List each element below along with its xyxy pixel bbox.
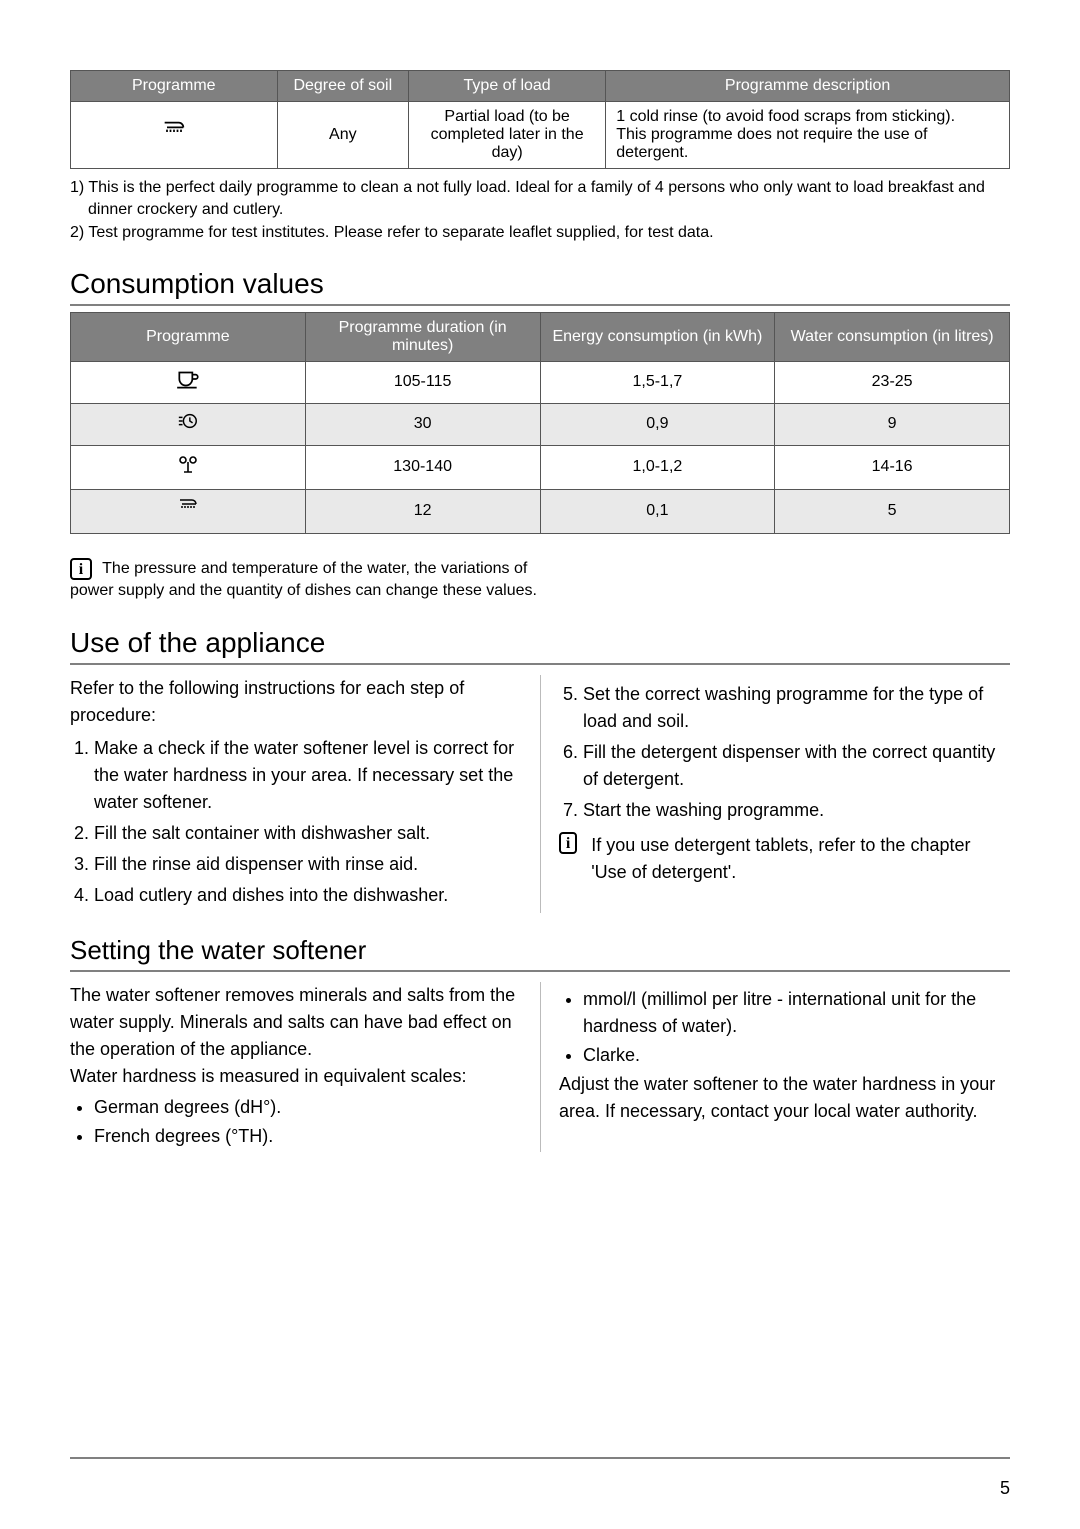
info-note-block: i The pressure and temperature of the wa… xyxy=(70,558,540,603)
cell-energy: 0,1 xyxy=(540,489,775,533)
cell-water: 14-16 xyxy=(775,445,1010,489)
clock-icon xyxy=(175,411,201,438)
cell-water: 23-25 xyxy=(775,361,1010,403)
use-columns: Refer to the following instructions for … xyxy=(70,675,1010,913)
cell-energy: 0,9 xyxy=(540,403,775,445)
use-intro: Refer to the following instructions for … xyxy=(70,675,522,729)
info-icon: i xyxy=(559,832,577,854)
softener-scales-intro: Water hardness is measured in equivalent… xyxy=(70,1063,522,1090)
cell-degree: Any xyxy=(277,102,408,169)
cell-duration: 12 xyxy=(305,489,540,533)
cell-duration: 30 xyxy=(305,403,540,445)
softener-para: The water softener removes minerals and … xyxy=(70,982,522,1063)
cell-typeload: Partial load (to be completed later in t… xyxy=(409,102,606,169)
softener-adjust: Adjust the water softener to the water h… xyxy=(559,1071,1010,1125)
info-icon: i xyxy=(70,558,92,580)
footnote-1: 1) This is the perfect daily programme t… xyxy=(70,177,1010,220)
table-row: 30 0,9 9 xyxy=(71,403,1010,445)
list-item: German degrees (dH°). xyxy=(94,1094,522,1121)
consumption-title: Consumption values xyxy=(70,268,1010,306)
cell-duration: 130-140 xyxy=(305,445,540,489)
softener-title: Setting the water softener xyxy=(70,935,1010,972)
softener-columns: The water softener removes minerals and … xyxy=(70,982,1010,1152)
softener-scales-left: German degrees (dH°). French degrees (°T… xyxy=(70,1094,522,1150)
table-row: Any Partial load (to be completed later … xyxy=(71,102,1010,169)
list-item: French degrees (°TH). xyxy=(94,1123,522,1150)
footnotes: 1) This is the perfect daily programme t… xyxy=(70,177,1010,244)
list-item: Fill the detergent dispenser with the co… xyxy=(583,739,1010,793)
cell-water: 5 xyxy=(775,489,1010,533)
use-title: Use of the appliance xyxy=(70,627,1010,665)
cell-water: 9 xyxy=(775,403,1010,445)
table-row: 105-115 1,5-1,7 23-25 xyxy=(71,361,1010,403)
list-item: Load cutlery and dishes into the dishwas… xyxy=(94,882,522,909)
eco-icon xyxy=(175,455,201,482)
list-item: Set the correct washing programme for th… xyxy=(583,681,1010,735)
th-programme: Programme xyxy=(71,312,306,361)
page-number: 5 xyxy=(1000,1478,1010,1499)
cell-duration: 105-115 xyxy=(305,361,540,403)
use-info-text: If you use detergent tablets, refer to t… xyxy=(591,832,1010,886)
list-item: Fill the salt container with dishwasher … xyxy=(94,820,522,847)
use-steps-right: Set the correct washing programme for th… xyxy=(559,681,1010,824)
softener-scales-right: mmol/l (millimol per litre - internation… xyxy=(559,986,1010,1069)
footnote-2: 2) Test programme for test institutes. P… xyxy=(70,222,1010,244)
list-item: Fill the rinse aid dispenser with rinse … xyxy=(94,851,522,878)
th-programme: Programme xyxy=(71,71,278,102)
th-typeload: Type of load xyxy=(409,71,606,102)
shower-icon xyxy=(175,499,201,526)
programme-table: Programme Degree of soil Type of load Pr… xyxy=(70,70,1010,169)
table-row: 12 0,1 5 xyxy=(71,489,1010,533)
th-water: Water consumption (in litres) xyxy=(775,312,1010,361)
use-steps-left: Make a check if the water softener level… xyxy=(70,735,522,909)
cell-energy: 1,0-1,2 xyxy=(540,445,775,489)
cell-description: 1 cold rinse (to avoid food scraps from … xyxy=(606,102,1010,169)
list-item: mmol/l (millimol per litre - internation… xyxy=(583,986,1010,1040)
th-energy: Energy consumption (in kWh) xyxy=(540,312,775,361)
footer-rule xyxy=(70,1457,1010,1459)
th-duration: Programme duration (in minutes) xyxy=(305,312,540,361)
info-note-text: The pressure and temperature of the wate… xyxy=(70,560,537,599)
list-item: Clarke. xyxy=(583,1042,1010,1069)
table-row: 130-140 1,0-1,2 14-16 xyxy=(71,445,1010,489)
cell-energy: 1,5-1,7 xyxy=(540,361,775,403)
list-item: Start the washing programme. xyxy=(583,797,1010,824)
list-item: Make a check if the water softener level… xyxy=(94,735,522,816)
th-degree: Degree of soil xyxy=(277,71,408,102)
use-info-block: i If you use detergent tablets, refer to… xyxy=(559,832,1010,886)
cup-icon xyxy=(175,369,201,396)
shower-icon xyxy=(160,125,188,152)
th-description: Programme description xyxy=(606,71,1010,102)
consumption-table: Programme Programme duration (in minutes… xyxy=(70,312,1010,534)
